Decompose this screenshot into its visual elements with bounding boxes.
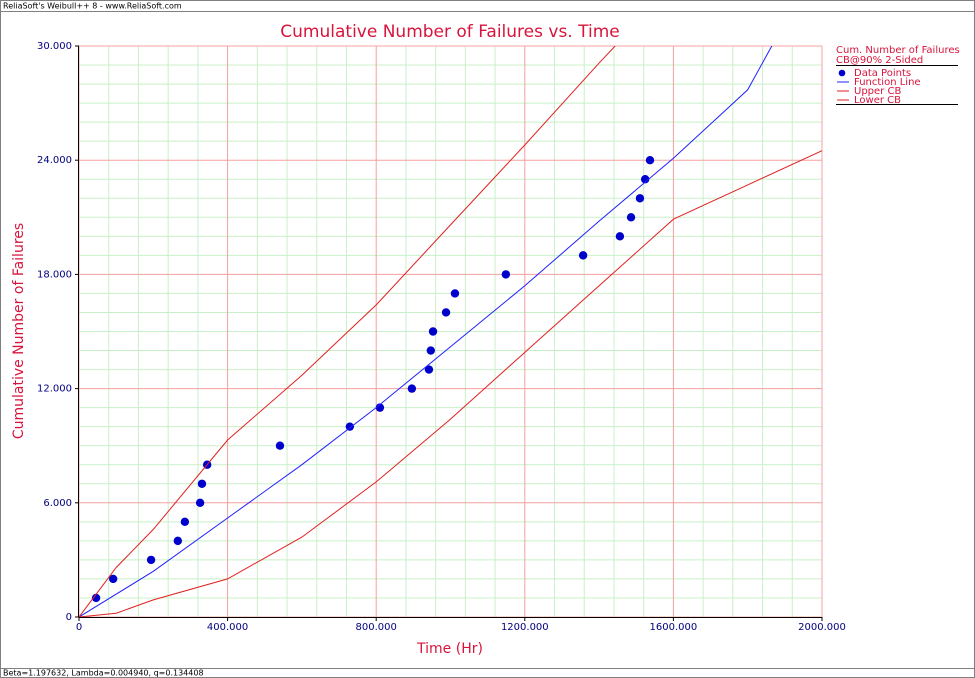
y-tick-label: 6.000 [43, 498, 72, 509]
chart-title: Cumulative Number of Failures vs. Time [280, 22, 619, 42]
data-point [626, 213, 636, 222]
data-point [640, 175, 650, 184]
series-line [79, 46, 616, 617]
data-point [645, 156, 655, 165]
x-tick-label: 800.000 [356, 622, 397, 633]
legend-label: Data Points [854, 68, 911, 79]
data-point [615, 232, 625, 241]
x-tick-label: 1600.000 [650, 622, 698, 633]
data-point [146, 555, 156, 565]
series-line [79, 150, 822, 617]
data-point [407, 384, 417, 393]
data-point [635, 194, 645, 203]
x-tick-label: 0 [76, 622, 82, 633]
legend-subtitle: CB@90% 2-Sided [836, 55, 923, 66]
y-tick-label: 12.000 [37, 384, 72, 395]
legend-label: Upper CB [854, 86, 901, 97]
plot-area: 0 400.000 800.000 1200.000 1600.000 2000.000 0… [37, 41, 846, 633]
data-point [501, 270, 511, 279]
y-tick-label: 18.000 [37, 269, 72, 280]
legend-label: Lower CB [854, 95, 901, 106]
data-point [275, 441, 285, 450]
y-tick-label: 24.000 [37, 155, 72, 166]
data-point [428, 327, 438, 336]
legend-label: Function Line [854, 77, 921, 88]
data-point [426, 346, 436, 355]
data-point [180, 517, 190, 527]
data-point [450, 289, 460, 298]
data-point [375, 403, 385, 412]
x-axis-title: Time (Hr) [416, 641, 483, 657]
y-tick-label: 30.000 [37, 41, 72, 52]
window-title: ReliaSoft's Weibull++ 8 - www.ReliaSoft.… [3, 2, 182, 11]
data-point [578, 251, 588, 260]
data-point [345, 422, 355, 431]
data-point [441, 308, 451, 317]
series-line [79, 46, 773, 617]
data-point [173, 536, 183, 546]
data-point [197, 479, 207, 488]
x-tick-label: 400.000 [207, 622, 248, 633]
y-tick-label: 0 [66, 612, 72, 623]
legend: Cum. Number of Failures CB@90% 2-Sided D… [836, 45, 960, 106]
y-axis-title: Cumulative Number of Failures [11, 223, 27, 439]
data-point [195, 498, 205, 507]
legend-marker [838, 69, 846, 77]
status-bar: Beta=1.197632, Lambda=0.004940, q=0.1344… [3, 669, 204, 678]
data-point [91, 593, 101, 603]
legend-title: Cum. Number of Failures [836, 45, 960, 56]
x-tick-label: 2000.000 [798, 622, 846, 633]
data-point [108, 574, 118, 584]
x-tick-label: 1200.000 [501, 622, 549, 633]
data-point [424, 365, 434, 374]
